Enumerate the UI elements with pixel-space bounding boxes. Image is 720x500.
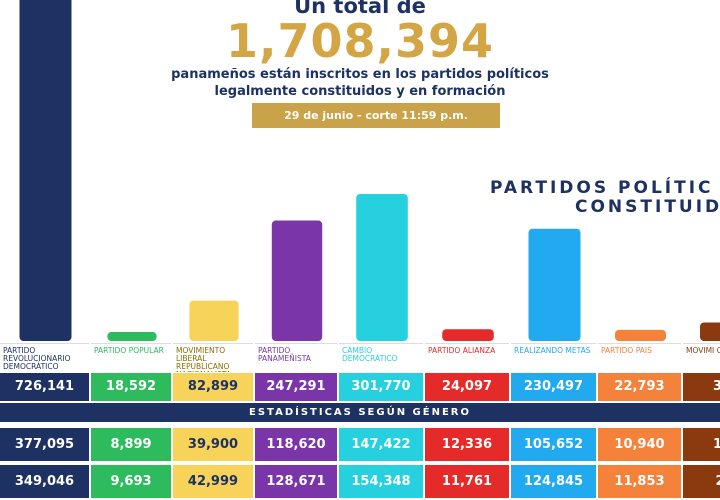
category-label: REALIZANDO METAS <box>511 343 596 372</box>
section-title: CONSTITUID <box>575 197 720 217</box>
category-label: MOVIMIENTO LIBERAL REPUBLICANO NACIONALI… <box>173 343 253 372</box>
date-badge: 29 de junio - corte 11:59 p.m. <box>252 103 500 128</box>
gender-value: 11,853 <box>598 465 681 498</box>
value-label: 24,097 <box>425 373 509 401</box>
gender-value: 124,845 <box>511 465 596 498</box>
value-label: 18,592 <box>91 373 171 401</box>
gender-value: 377,095 <box>0 428 89 461</box>
section-title: PARTIDOS POLÍTIC <box>490 178 714 198</box>
gender-value: 12,336 <box>425 428 509 461</box>
bar <box>107 331 157 341</box>
subtitle: panameños están inscritos en los partido… <box>171 67 549 82</box>
gender-value: 20 <box>683 465 720 498</box>
bar <box>615 329 666 341</box>
value-label: 726,141 <box>0 373 89 401</box>
category-label: PARTIDO PANAMEÑISTA <box>255 343 337 372</box>
gender-value: 128,671 <box>255 465 337 498</box>
gender-value: 118,620 <box>255 428 337 461</box>
gender-value: 10,940 <box>598 428 681 461</box>
category-label: PARTIDO POPULAR <box>91 343 171 372</box>
value-label: 22,793 <box>598 373 681 401</box>
headline: Un total de <box>294 0 426 18</box>
bar <box>528 228 581 341</box>
gender-value: 147,422 <box>339 428 423 461</box>
bar <box>700 322 720 341</box>
value-label: 38, <box>683 373 720 401</box>
category-label: PARTIDO ALIANZA <box>425 343 509 372</box>
value-label: 247,291 <box>255 373 337 401</box>
gender-value: 349,046 <box>0 465 89 498</box>
gender-value: 11,761 <box>425 465 509 498</box>
gender-value: 39,900 <box>173 428 253 461</box>
gender-value: 17, <box>683 428 720 461</box>
gender-value: 42,999 <box>173 465 253 498</box>
gender-value: 105,652 <box>511 428 596 461</box>
category-label: CAMBIO DEMOCRÁTICO <box>339 343 423 372</box>
value-label: 82,899 <box>173 373 253 401</box>
bar <box>356 193 408 341</box>
category-label: PARTIDO REVOLUCIONARIO DEMOCRÁTICO <box>0 343 89 372</box>
gender-value: 8,899 <box>91 428 171 461</box>
value-label: 230,497 <box>511 373 596 401</box>
gender-value: 9,693 <box>91 465 171 498</box>
bar <box>442 329 494 341</box>
gender-title: ESTADÍSTICAS SEGÚN GÉNERO <box>0 403 720 422</box>
gender-value: 154,348 <box>339 465 423 498</box>
bar <box>189 300 239 341</box>
value-label: 301,770 <box>339 373 423 401</box>
category-label: PARTIDO PAIS <box>598 343 681 372</box>
total: 1,708,394 <box>226 14 494 68</box>
subtitle: legalmente constituidos y en formación <box>214 84 506 99</box>
bar <box>271 220 323 341</box>
bar <box>19 0 72 341</box>
category-label: MOVIMI OTRO C <box>683 343 720 372</box>
